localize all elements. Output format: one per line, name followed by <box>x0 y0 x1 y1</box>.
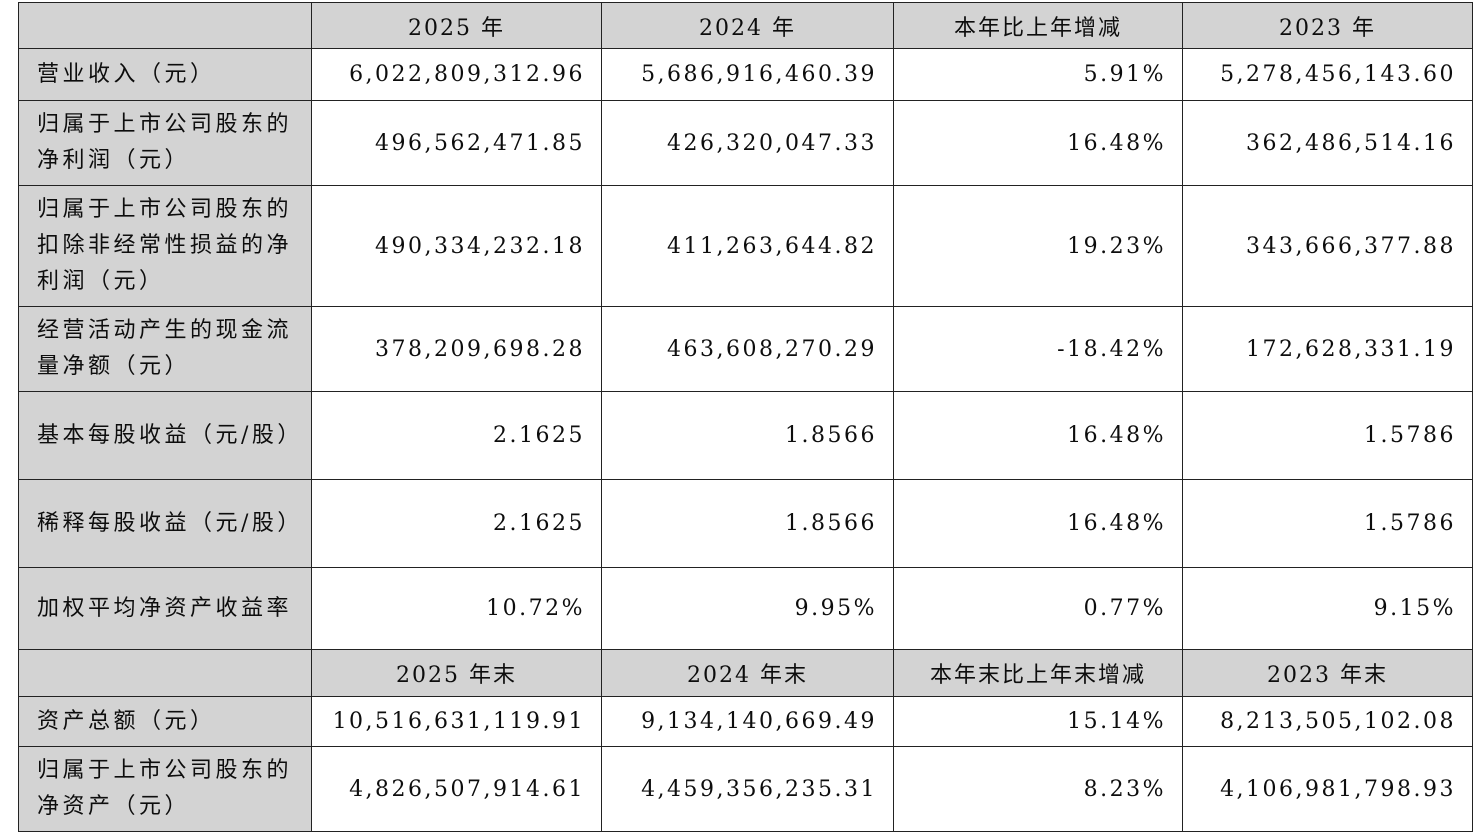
row-label: 基本每股收益（元/股） <box>18 391 312 480</box>
value-2025: 496,562,471.85 <box>311 100 602 186</box>
value-2024: 5,686,916,460.39 <box>601 48 894 101</box>
value-2025: 490,334,232.18 <box>311 185 602 307</box>
value-2024: 1.8566 <box>601 479 894 568</box>
value-2025: 4,826,507,914.61 <box>311 746 602 832</box>
row-diluted-eps: 稀释每股收益（元/股） 2.1625 1.8566 16.48% 1.5786 <box>18 479 1473 568</box>
value-2024: 1.8566 <box>601 391 894 480</box>
value-2025: 10.72% <box>311 567 602 650</box>
column-header-2023: 2023 年 <box>1182 2 1473 49</box>
value-2023: 172,628,331.19 <box>1182 306 1473 392</box>
value-2023: 4,106,981,798.93 <box>1182 746 1473 832</box>
row-label: 归属于上市公司股东的扣除非经常性损益的净利润（元） <box>18 185 312 307</box>
value-2025: 10,516,631,119.91 <box>311 696 602 747</box>
value-yoy-change: -18.42% <box>893 306 1183 392</box>
row-label: 资产总额（元） <box>18 696 312 747</box>
value-2023: 8,213,505,102.08 <box>1182 696 1473 747</box>
row-total-assets: 资产总额（元） 10,516,631,119.91 9,134,140,669.… <box>18 696 1473 747</box>
column-header-yoy-change: 本年比上年增减 <box>893 2 1183 49</box>
column-header-2023-eoy: 2023 年末 <box>1182 649 1473 697</box>
row-net-profit-attributable: 归属于上市公司股东的净利润（元） 496,562,471.85 426,320,… <box>18 100 1473 186</box>
value-yoy-change: 16.48% <box>893 100 1183 186</box>
value-2023: 1.5786 <box>1182 479 1473 568</box>
corner-cell <box>18 649 312 697</box>
row-label: 营业收入（元） <box>18 48 312 101</box>
row-net-profit-deducting-nonrecurring: 归属于上市公司股东的扣除非经常性损益的净利润（元） 490,334,232.18… <box>18 185 1473 307</box>
value-yoy-change: 16.48% <box>893 391 1183 480</box>
row-net-assets-attributable: 归属于上市公司股东的净资产（元） 4,826,507,914.61 4,459,… <box>18 746 1473 832</box>
year-end-header-row: 2025 年末 2024 年末 本年末比上年末增减 2023 年末 <box>18 649 1473 697</box>
row-label: 经营活动产生的现金流量净额（元） <box>18 306 312 392</box>
value-2025: 2.1625 <box>311 391 602 480</box>
column-header-2025: 2025 年 <box>311 2 602 49</box>
financial-summary-table: 2025 年 2024 年 本年比上年增减 2023 年 营业收入（元） 6,0… <box>18 2 1473 832</box>
value-2023: 343,666,377.88 <box>1182 185 1473 307</box>
value-yoy-change: 16.48% <box>893 479 1183 568</box>
value-2023: 1.5786 <box>1182 391 1473 480</box>
value-yoy-change: 0.77% <box>893 567 1183 650</box>
row-label: 归属于上市公司股东的净利润（元） <box>18 100 312 186</box>
value-yoy-change: 8.23% <box>893 746 1183 832</box>
row-operating-revenue: 营业收入（元） 6,022,809,312.96 5,686,916,460.3… <box>18 48 1473 101</box>
row-label: 归属于上市公司股东的净资产（元） <box>18 746 312 832</box>
row-weighted-average-roe: 加权平均净资产收益率 10.72% 9.95% 0.77% 9.15% <box>18 567 1473 650</box>
column-header-2025-eoy: 2025 年末 <box>311 649 602 697</box>
column-header-2024: 2024 年 <box>601 2 894 49</box>
period-header-row: 2025 年 2024 年 本年比上年增减 2023 年 <box>18 2 1473 49</box>
row-label: 加权平均净资产收益率 <box>18 567 312 650</box>
value-2024: 9,134,140,669.49 <box>601 696 894 747</box>
corner-cell <box>18 2 312 49</box>
column-header-2024-eoy: 2024 年末 <box>601 649 894 697</box>
value-2025: 2.1625 <box>311 479 602 568</box>
value-2024: 9.95% <box>601 567 894 650</box>
value-2024: 411,263,644.82 <box>601 185 894 307</box>
value-2025: 378,209,698.28 <box>311 306 602 392</box>
row-operating-cash-flow: 经营活动产生的现金流量净额（元） 378,209,698.28 463,608,… <box>18 306 1473 392</box>
value-yoy-change: 5.91% <box>893 48 1183 101</box>
value-2023: 5,278,456,143.60 <box>1182 48 1473 101</box>
column-header-eoy-change: 本年末比上年末增减 <box>893 649 1183 697</box>
value-yoy-change: 15.14% <box>893 696 1183 747</box>
row-basic-eps: 基本每股收益（元/股） 2.1625 1.8566 16.48% 1.5786 <box>18 391 1473 480</box>
value-2024: 4,459,356,235.31 <box>601 746 894 832</box>
value-2023: 362,486,514.16 <box>1182 100 1473 186</box>
value-2023: 9.15% <box>1182 567 1473 650</box>
row-label: 稀释每股收益（元/股） <box>18 479 312 568</box>
value-2024: 463,608,270.29 <box>601 306 894 392</box>
value-yoy-change: 19.23% <box>893 185 1183 307</box>
value-2024: 426,320,047.33 <box>601 100 894 186</box>
value-2025: 6,022,809,312.96 <box>311 48 602 101</box>
